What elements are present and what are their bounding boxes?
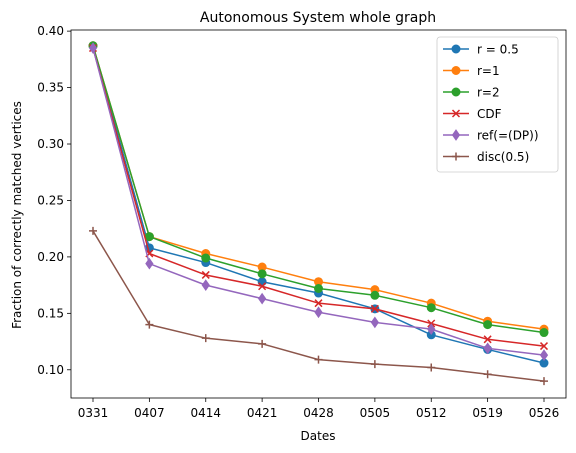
- data-point: [201, 279, 210, 291]
- data-point: [88, 42, 98, 54]
- x-tick-label: 0512: [416, 406, 447, 420]
- y-tick-label: 0.20: [37, 250, 64, 264]
- y-tick-label: 0.35: [37, 81, 64, 95]
- data-point: [145, 320, 154, 329]
- data-point: [201, 270, 210, 279]
- x-tick-label: 0331: [78, 406, 109, 420]
- series-2: [88, 41, 549, 338]
- legend-marker: [451, 44, 461, 54]
- legend-label: ref(=(DP)): [477, 129, 539, 143]
- x-tick-label: 0519: [472, 406, 503, 420]
- legend-item: r=1: [443, 64, 500, 78]
- data-point: [483, 370, 492, 379]
- chart-title: Autonomous System whole graph: [200, 10, 436, 26]
- data-point: [145, 257, 154, 270]
- y-tick-label: 0.25: [37, 193, 64, 207]
- y-tick-label: 0.15: [37, 306, 64, 320]
- legend: r = 0.5 r=1 r=2 CDF ref(=(DP)) disc(0.5): [436, 36, 559, 173]
- legend-marker: [451, 66, 461, 75]
- data-point: [370, 316, 379, 329]
- data-point: [540, 377, 548, 386]
- data-point: [370, 304, 379, 313]
- legend-label: CDF: [477, 107, 502, 121]
- y-tick-label: 0.40: [37, 24, 64, 38]
- data-point: [426, 303, 436, 313]
- x-tick-label: 0407: [134, 406, 165, 420]
- data-point: [427, 363, 436, 372]
- legend-marker: [451, 129, 461, 141]
- x-tick-label: 0505: [360, 406, 391, 420]
- data-point: [483, 320, 493, 330]
- data-point: [314, 306, 323, 319]
- legend-item: r=2: [443, 86, 500, 100]
- legend-marker: [451, 87, 461, 97]
- legend-item: ref(=(DP)): [443, 129, 539, 143]
- data-point: [258, 282, 267, 291]
- x-tick-label: 0421: [247, 406, 278, 420]
- data-point: [257, 269, 267, 279]
- x-axis-label: Dates: [301, 429, 336, 443]
- data-point: [201, 253, 211, 263]
- y-axis-label: Fraction of correctly matched vertices: [10, 101, 24, 329]
- legend-label: disc(0.5): [477, 150, 529, 164]
- legend-item: disc(0.5): [443, 150, 529, 164]
- x-axis: 0331 0407 0414 0421 0428 0505 0512 0519 0526: [78, 398, 560, 420]
- series-5: [89, 226, 548, 386]
- data-point: [370, 290, 380, 300]
- data-point: [539, 328, 549, 338]
- legend-label: r=2: [477, 86, 500, 100]
- legend-item: CDF: [443, 107, 502, 121]
- legend-marker: [451, 109, 461, 118]
- data-point: [201, 334, 210, 343]
- legend-label: r=1: [477, 64, 500, 78]
- data-point: [258, 292, 267, 305]
- data-point: [89, 226, 97, 235]
- x-tick-label: 0428: [303, 406, 334, 420]
- data-point: [314, 299, 323, 308]
- data-point: [539, 342, 549, 351]
- series-4: [88, 42, 549, 361]
- data-point: [539, 349, 549, 361]
- data-point: [483, 342, 492, 355]
- data-point: [314, 355, 323, 364]
- legend-item: r = 0.5: [443, 43, 519, 57]
- data-point: [370, 360, 379, 369]
- data-point: [257, 277, 267, 287]
- data-point: [483, 335, 492, 344]
- x-tick-label: 0526: [529, 406, 560, 420]
- data-point: [314, 284, 323, 294]
- legend-label: r = 0.5: [477, 43, 519, 57]
- y-axis: 0.10 0.15 0.20 0.25 0.30 0.35 0.40: [37, 24, 71, 377]
- x-tick-label: 0414: [190, 406, 221, 420]
- legend-marker: [452, 152, 460, 161]
- data-point: [427, 323, 436, 336]
- y-tick-label: 0.10: [37, 363, 64, 377]
- series-3: [88, 44, 549, 351]
- data-point: [144, 232, 154, 242]
- data-point: [258, 339, 267, 348]
- y-tick-label: 0.30: [37, 137, 64, 151]
